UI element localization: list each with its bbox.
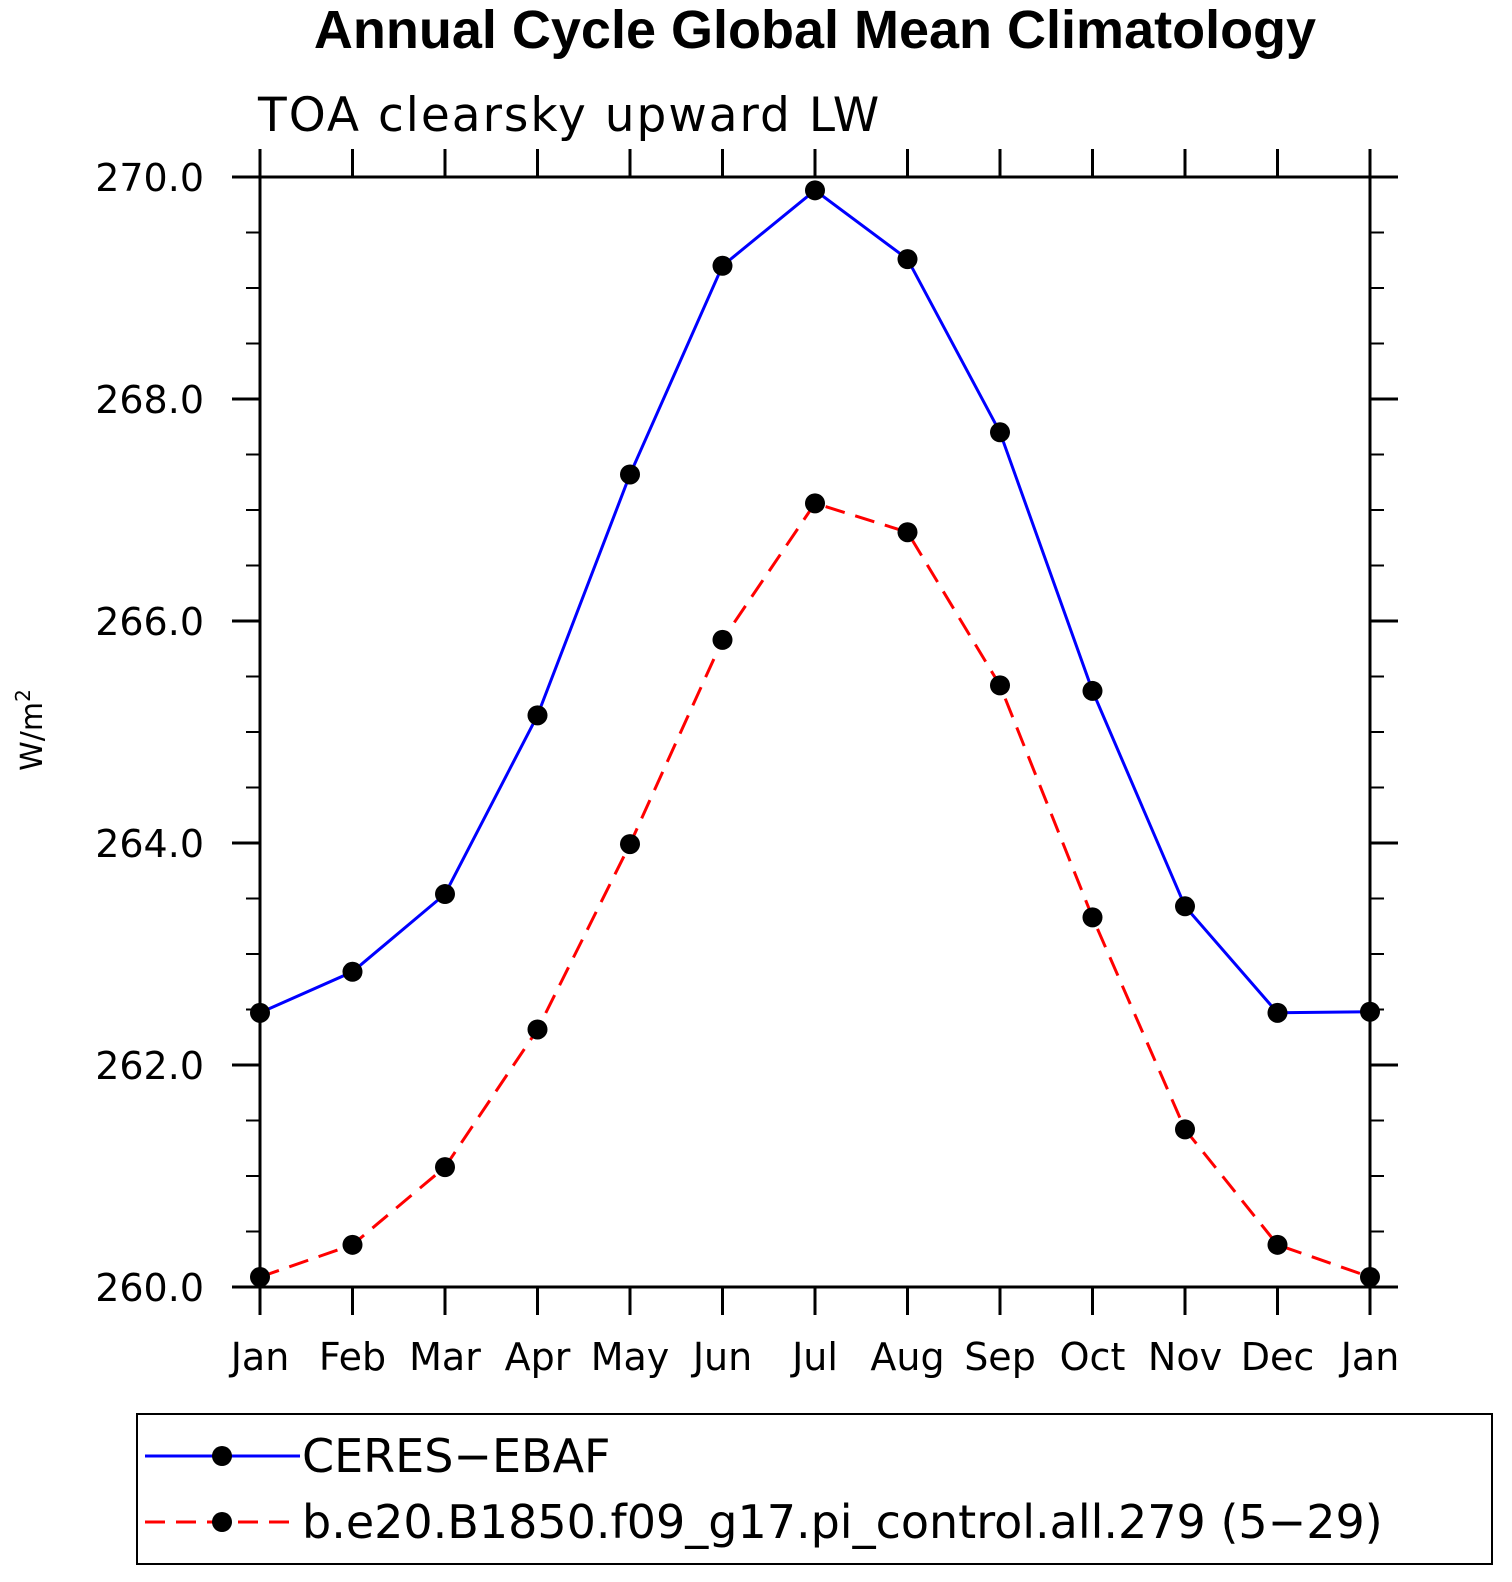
series-1-point: [342, 1234, 363, 1255]
chart-title: Annual Cycle Global Mean Climatology: [314, 0, 1316, 60]
y-axis-label-superscript: 2: [11, 689, 35, 702]
x-tick-label: Oct: [1060, 1335, 1126, 1379]
series-0-point: [897, 249, 918, 270]
series-0-point: [1267, 1002, 1288, 1023]
series-line-1: [259, 501, 1371, 1279]
series-0-point: [990, 422, 1010, 443]
series-1-point: [897, 522, 918, 543]
series-1-point: [1360, 1267, 1380, 1288]
x-tick-label: May: [591, 1335, 670, 1379]
legend-label-model: b.e20.B1850.f09_g17.pi_control.all.279 (…: [302, 1495, 1383, 1549]
x-tick-label: Sep: [964, 1335, 1036, 1379]
y-tick-label: 262.0: [95, 1044, 204, 1088]
y-tick-label: 264.0: [95, 822, 204, 866]
series-1-point: [712, 629, 733, 650]
chart-subtitle: TOA clearsky upward LW: [257, 88, 881, 143]
series-0-point: [527, 705, 548, 726]
y-tick-label: 260.0: [95, 1266, 204, 1310]
series-1-point: [527, 1019, 548, 1040]
series-1-point: [1175, 1119, 1195, 1140]
series-layer: [250, 180, 1380, 1288]
series-0-point: [1082, 680, 1103, 701]
legend-marker-model: [212, 1512, 232, 1532]
series-1-point: [250, 1267, 270, 1288]
x-tick-label: Jan: [229, 1335, 290, 1379]
x-tick-label: Jan: [1339, 1335, 1400, 1379]
legend-marker-ceres: [212, 1446, 232, 1466]
series-line-0: [259, 188, 1371, 1015]
x-tick-label: Dec: [1241, 1335, 1315, 1379]
y-tick-label: 266.0: [95, 600, 204, 644]
x-tick-label: Mar: [409, 1335, 481, 1379]
series-0-point: [805, 180, 825, 201]
series-0-point: [342, 961, 363, 982]
legend-frame: [136, 1413, 1493, 1565]
y-axis-label-text: W/m: [15, 702, 50, 771]
series-1-point: [990, 675, 1010, 696]
plot-frame: [258, 175, 1372, 1289]
x-tick-label: Feb: [319, 1335, 386, 1379]
series-0-point: [712, 255, 733, 276]
series-1-point: [620, 834, 640, 855]
x-tick-label: Jun: [691, 1335, 752, 1379]
plot-axes: 260.0 262.0 264.0 266.0 268.0 270.0 Jan Feb Mar A…: [95, 149, 1399, 1379]
x-tick-label: Nov: [1148, 1335, 1222, 1379]
y-tick-label: 270.0: [95, 156, 204, 200]
x-tick-label: Jul: [790, 1335, 838, 1379]
series-0-point: [1175, 896, 1195, 917]
x-tick-label: Apr: [505, 1335, 571, 1379]
y-tick-label: 268.0: [95, 378, 204, 422]
series-1-point: [1082, 907, 1103, 928]
legend-label-ceres: CERES−EBAF: [302, 1429, 611, 1483]
series-0-point: [620, 464, 640, 485]
x-tick-label: Aug: [870, 1335, 944, 1379]
series-0-point: [435, 884, 455, 905]
series-1-point: [805, 493, 825, 514]
series-1-point: [1267, 1234, 1288, 1255]
y-axis-label: W/m2: [11, 689, 50, 771]
series-0-point: [250, 1002, 270, 1023]
series-1-point: [435, 1157, 455, 1178]
legend: CERES−EBAF b.e20.B1850.f09_g17.pi_contro…: [136, 1413, 1493, 1565]
series-0-point: [1360, 1001, 1380, 1022]
